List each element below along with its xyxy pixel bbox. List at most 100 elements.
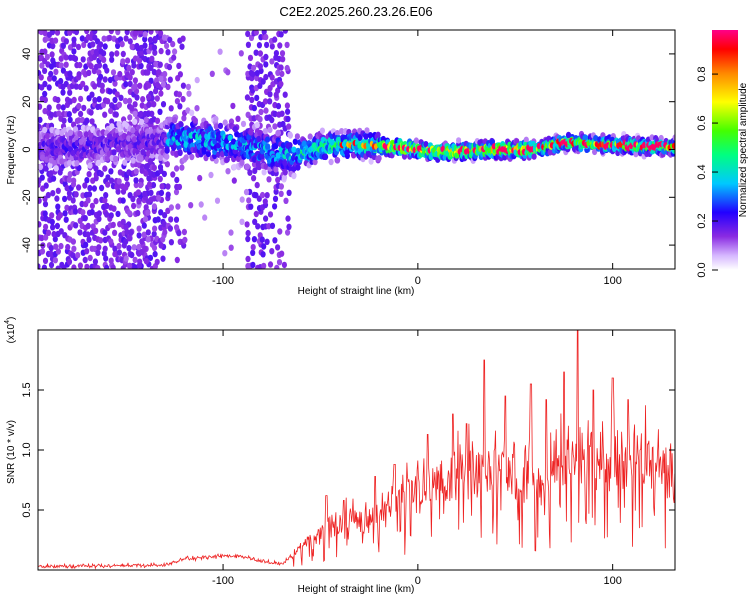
heat-cell: [239, 196, 245, 203]
heat-cell: [251, 175, 257, 182]
heat-cell: [281, 261, 287, 269]
heat-cell: [263, 107, 269, 114]
heat-cell: [71, 96, 77, 104]
heat-cell: [123, 81, 129, 88]
y-tick-label: 0.5: [21, 502, 33, 517]
heat-cell: [71, 245, 77, 252]
heat-cell: [102, 245, 108, 252]
heat-cell: [275, 176, 281, 184]
heat-cell: [67, 89, 73, 96]
heat-cell: [165, 207, 171, 214]
heat-cell: [239, 159, 245, 166]
heat-cell: [264, 238, 270, 245]
heat-cell: [253, 210, 259, 218]
heat-cell: [213, 123, 219, 130]
heat-cell: [164, 42, 170, 50]
heat-cell: [292, 138, 298, 145]
heat-cell: [54, 195, 60, 202]
heat-cell: [177, 103, 183, 110]
heat-cell: [85, 197, 91, 204]
heat-cell: [126, 245, 132, 252]
heat-cell: [99, 82, 105, 90]
heat-cell: [151, 101, 157, 108]
heat-cell: [267, 91, 273, 98]
heat-cell: [136, 225, 142, 232]
heat-cell: [254, 121, 260, 129]
heat-cell: [149, 110, 155, 118]
heat-cell: [244, 94, 250, 101]
heat-cell: [131, 62, 137, 69]
heat-cell: [127, 114, 133, 121]
heat-cell: [84, 263, 90, 269]
heat-cell: [45, 132, 51, 140]
y-tick-label: -20: [21, 189, 33, 205]
spectrogram-y-ticks: -40 -20 0 20 40: [21, 48, 675, 253]
heat-cell: [164, 153, 170, 160]
heat-cell: [250, 249, 256, 256]
snr-x-label: Height of straight line (km): [298, 584, 415, 595]
colorbar-ticks: 0.0 0.2 0.4 0.6 0.8: [696, 66, 718, 278]
heat-cell: [132, 30, 138, 37]
heat-cell: [62, 210, 68, 217]
heat-cell: [592, 148, 598, 156]
heat-cell: [170, 171, 176, 178]
heat-cell: [57, 212, 64, 219]
heat-cell: [264, 41, 270, 49]
heat-cell: [282, 91, 288, 98]
heat-cell: [277, 228, 283, 235]
heat-cell: [90, 41, 96, 48]
heat-cell: [202, 214, 208, 221]
heat-cell: [70, 197, 76, 204]
heat-cell: [279, 70, 285, 78]
heat-cell: [243, 188, 250, 196]
heat-cell: [73, 222, 79, 229]
heat-cell: [168, 239, 174, 246]
heat-cell: [96, 244, 102, 251]
heat-cell: [633, 150, 639, 158]
heat-cell: [53, 165, 59, 172]
heat-cell: [58, 228, 64, 235]
heat-cell: [132, 264, 138, 269]
heat-cell: [38, 197, 42, 204]
heat-cell: [132, 55, 138, 62]
heat-cell: [134, 94, 140, 101]
heat-cell: [39, 234, 45, 242]
heat-cell: [173, 188, 180, 196]
heat-cell: [112, 229, 118, 236]
heat-cell: [245, 255, 251, 263]
heat-cell: [209, 70, 215, 78]
heat-cell: [84, 248, 90, 255]
heat-cell: [85, 222, 91, 230]
heat-cell: [251, 236, 257, 243]
heat-cell: [99, 87, 105, 94]
heat-cell: [131, 136, 138, 143]
heat-cell: [55, 187, 61, 194]
heat-cell: [123, 184, 129, 191]
heat-cell: [250, 71, 256, 78]
heat-cell: [65, 243, 71, 251]
heat-cell: [301, 140, 307, 147]
heat-cell: [81, 41, 87, 49]
heat-cell: [127, 210, 133, 217]
heat-cell: [231, 163, 238, 171]
heat-cell: [254, 94, 260, 102]
heat-cell: [137, 181, 143, 189]
heat-cell: [157, 108, 163, 116]
heat-cell: [255, 223, 261, 230]
heat-cell: [108, 107, 114, 115]
heat-cell: [133, 181, 139, 189]
heat-cell: [285, 229, 291, 236]
heat-cell: [99, 184, 105, 192]
heat-cell: [319, 127, 325, 134]
heat-cell: [179, 43, 185, 50]
heat-cell: [328, 158, 334, 166]
heat-cell: [42, 126, 48, 134]
heat-cell: [64, 184, 70, 192]
heat-cell: [367, 132, 373, 139]
heat-cell: [168, 204, 174, 211]
heat-cell: [134, 42, 140, 50]
heat-cell: [248, 34, 255, 41]
heat-cell: [55, 265, 61, 269]
heat-cell: [46, 104, 52, 111]
heat-cell: [263, 61, 269, 68]
